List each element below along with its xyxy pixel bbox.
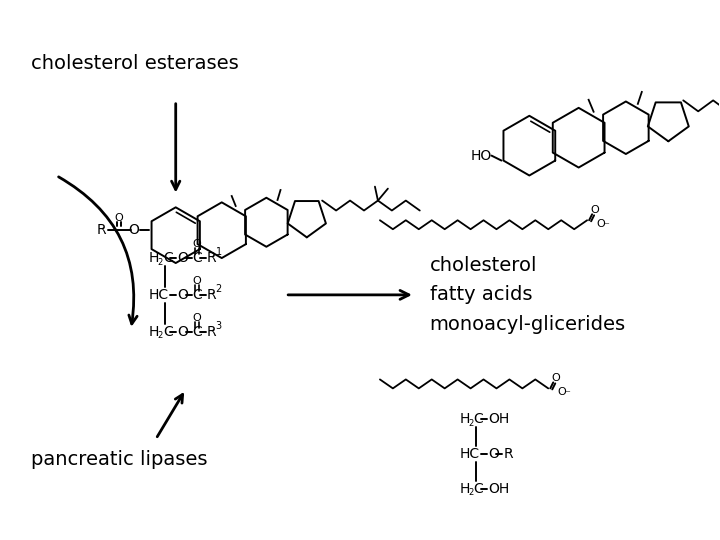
Text: R: R: [207, 251, 216, 265]
Text: O: O: [552, 374, 561, 383]
Text: R: R: [207, 288, 216, 302]
Text: HO: HO: [471, 148, 492, 163]
Text: C: C: [163, 325, 173, 339]
Text: O: O: [597, 219, 606, 230]
Text: O: O: [192, 313, 201, 323]
Text: 2: 2: [158, 258, 163, 267]
Text: R: R: [96, 223, 106, 237]
Text: O: O: [178, 325, 189, 339]
Text: OH: OH: [488, 482, 510, 496]
Text: O: O: [192, 239, 201, 249]
Text: ⁻: ⁻: [603, 221, 609, 231]
Text: C: C: [193, 325, 202, 339]
Text: C: C: [193, 251, 202, 265]
Text: HC: HC: [459, 447, 480, 461]
Text: O: O: [178, 288, 189, 302]
Text: O: O: [178, 251, 189, 265]
Text: O: O: [558, 387, 567, 397]
Text: 1: 1: [215, 247, 222, 257]
Text: cholesterol
fatty acids
monoacyl-glicerides: cholesterol fatty acids monoacyl-gliceri…: [430, 256, 626, 334]
Text: H: H: [459, 482, 470, 496]
Text: O: O: [114, 213, 123, 223]
Text: R: R: [207, 325, 216, 339]
Text: H: H: [459, 412, 470, 426]
Text: 2: 2: [215, 284, 222, 294]
Text: C: C: [474, 482, 483, 496]
Text: O: O: [128, 223, 139, 237]
Text: C: C: [193, 288, 202, 302]
Text: C: C: [474, 412, 483, 426]
Text: O: O: [590, 205, 600, 215]
Text: pancreatic lipases: pancreatic lipases: [31, 449, 208, 469]
Text: C: C: [163, 251, 173, 265]
Text: R: R: [503, 447, 513, 461]
Text: HC: HC: [149, 288, 169, 302]
Text: 2: 2: [158, 331, 163, 340]
Text: 2: 2: [469, 488, 474, 497]
Text: cholesterol esterases: cholesterol esterases: [31, 53, 239, 72]
Text: O: O: [192, 276, 201, 286]
Text: H: H: [149, 251, 159, 265]
Text: O: O: [488, 447, 500, 461]
Text: ⁻: ⁻: [564, 389, 570, 400]
Text: 2: 2: [469, 418, 474, 428]
Text: H: H: [149, 325, 159, 339]
Text: OH: OH: [488, 412, 510, 426]
Text: 3: 3: [215, 321, 222, 330]
